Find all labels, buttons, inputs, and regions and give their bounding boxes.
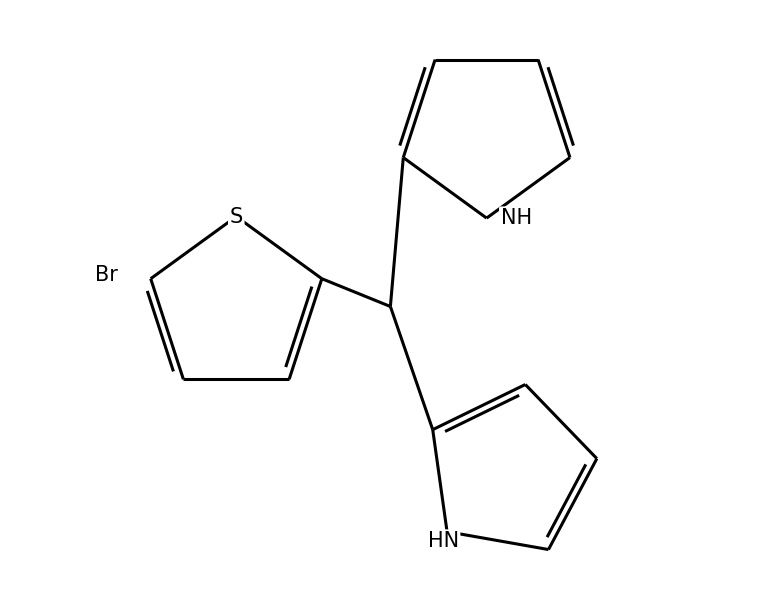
Text: HN: HN	[427, 531, 459, 551]
Text: Br: Br	[95, 265, 118, 285]
Text: S: S	[229, 207, 243, 227]
Text: NH: NH	[501, 208, 532, 228]
